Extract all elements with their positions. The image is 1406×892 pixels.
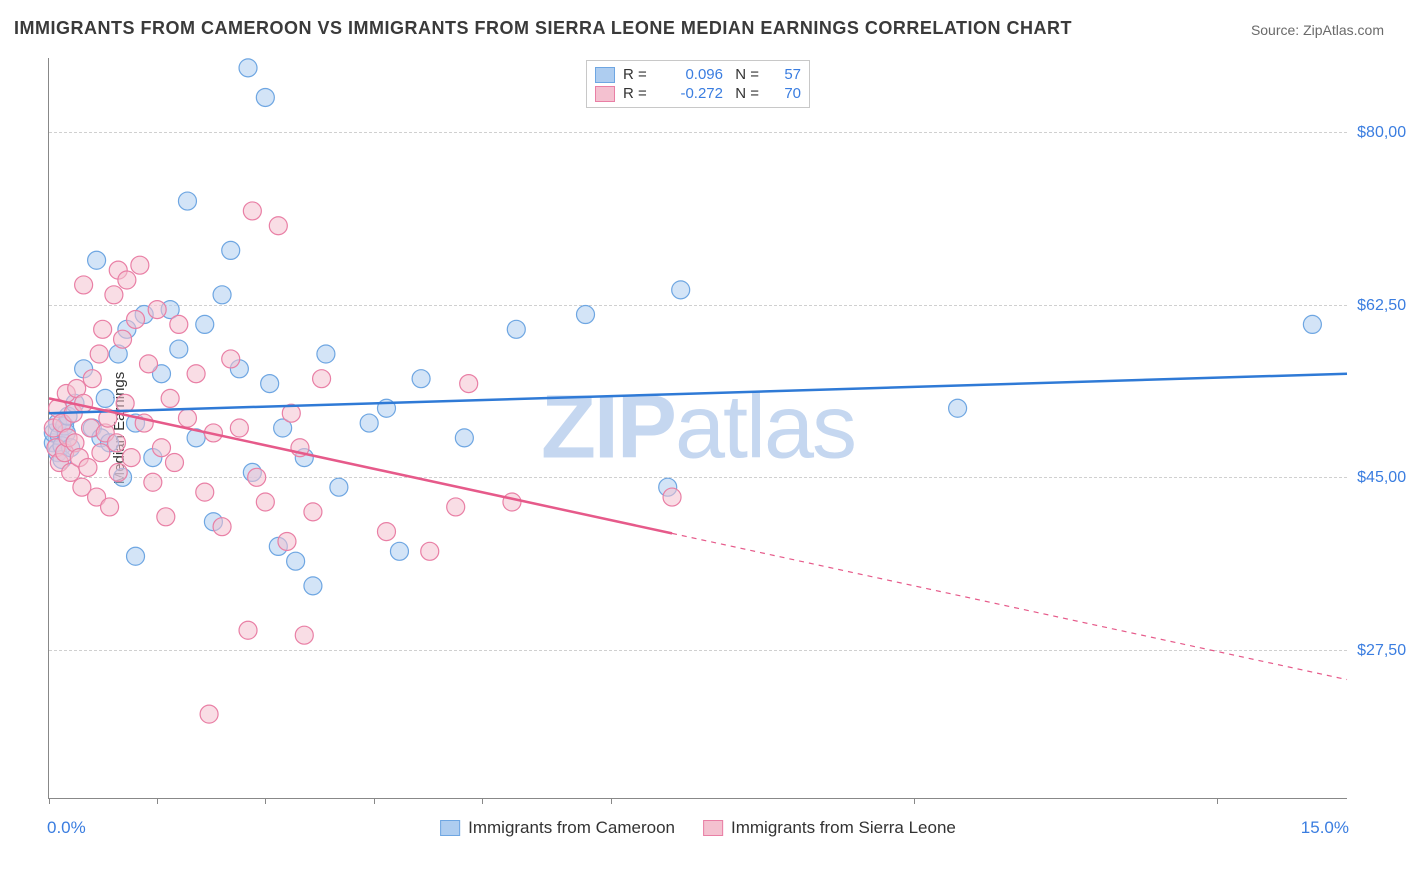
scatter-point — [105, 286, 123, 304]
legend-swatch-1 — [595, 86, 615, 102]
legend-n-value-0: 57 — [767, 66, 801, 83]
scatter-point — [243, 202, 261, 220]
scatter-point — [239, 621, 257, 639]
scatter-point — [187, 365, 205, 383]
scatter-point — [92, 444, 110, 462]
scatter-point — [256, 493, 274, 511]
scatter-point — [577, 306, 595, 324]
scatter-point — [131, 256, 149, 274]
scatter-point — [178, 409, 196, 427]
scatter-point — [360, 414, 378, 432]
trend-line — [49, 374, 1347, 413]
scatter-point — [196, 483, 214, 501]
scatter-point — [1303, 315, 1321, 333]
scatter-point — [170, 315, 188, 333]
scatter-point — [88, 251, 106, 269]
scatter-point — [75, 276, 93, 294]
scatter-point — [94, 320, 112, 338]
scatter-point — [330, 478, 348, 496]
scatter-point — [304, 577, 322, 595]
scatter-point — [663, 488, 681, 506]
scatter-point — [109, 463, 127, 481]
trend-line — [49, 398, 672, 533]
scatter-point — [165, 454, 183, 472]
scatter-point — [447, 498, 465, 516]
scatter-point — [230, 419, 248, 437]
scatter-point — [196, 315, 214, 333]
scatter-point — [101, 498, 119, 516]
chart-svg — [49, 58, 1347, 798]
series-swatch-1 — [703, 820, 723, 836]
x-axis-max-label: 15.0% — [1301, 818, 1349, 838]
scatter-point — [317, 345, 335, 363]
scatter-point — [313, 370, 331, 388]
series-legend: Immigrants from Cameroon Immigrants from… — [440, 818, 956, 838]
legend-r-value-1: -0.272 — [661, 85, 723, 102]
scatter-point — [170, 340, 188, 358]
legend-r-label: R = — [623, 85, 653, 102]
legend-r-label: R = — [623, 66, 653, 83]
scatter-point — [118, 271, 136, 289]
scatter-point — [672, 281, 690, 299]
correlation-legend: R = 0.096 N = 57 R = -0.272 N = 70 — [586, 60, 810, 108]
legend-row-1: R = -0.272 N = 70 — [595, 84, 801, 103]
source-label: Source: ZipAtlas.com — [1251, 22, 1384, 38]
scatter-point — [390, 542, 408, 560]
scatter-point — [949, 399, 967, 417]
scatter-point — [412, 370, 430, 388]
scatter-point — [213, 518, 231, 536]
scatter-point — [122, 449, 140, 467]
scatter-point — [222, 241, 240, 259]
series-name-1: Immigrants from Sierra Leone — [731, 818, 956, 838]
scatter-point — [503, 493, 521, 511]
scatter-point — [178, 192, 196, 210]
legend-swatch-0 — [595, 67, 615, 83]
scatter-point — [278, 532, 296, 550]
scatter-point — [377, 523, 395, 541]
legend-row-0: R = 0.096 N = 57 — [595, 65, 801, 84]
scatter-point — [127, 547, 145, 565]
chart-title: IMMIGRANTS FROM CAMEROON VS IMMIGRANTS F… — [14, 18, 1072, 39]
scatter-point — [107, 434, 125, 452]
scatter-point — [287, 552, 305, 570]
trend-line-extrapolated — [672, 533, 1347, 679]
scatter-point — [269, 217, 287, 235]
scatter-point — [96, 389, 114, 407]
scatter-point — [90, 345, 108, 363]
scatter-point — [140, 355, 158, 373]
scatter-point — [157, 508, 175, 526]
legend-n-label: N = — [731, 66, 759, 83]
series-name-0: Immigrants from Cameroon — [468, 818, 675, 838]
scatter-point — [83, 370, 101, 388]
scatter-point — [152, 439, 170, 457]
series-legend-item-1: Immigrants from Sierra Leone — [703, 818, 956, 838]
series-legend-item-0: Immigrants from Cameroon — [440, 818, 675, 838]
scatter-point — [507, 320, 525, 338]
scatter-point — [261, 375, 279, 393]
scatter-point — [421, 542, 439, 560]
scatter-point — [161, 389, 179, 407]
scatter-point — [304, 503, 322, 521]
scatter-point — [256, 88, 274, 106]
scatter-point — [455, 429, 473, 447]
scatter-point — [213, 286, 231, 304]
plot-area: Median Earnings $27,500$45,000$62,500$80… — [48, 58, 1347, 799]
scatter-point — [200, 705, 218, 723]
series-swatch-0 — [440, 820, 460, 836]
legend-r-value-0: 0.096 — [661, 66, 723, 83]
scatter-point — [295, 626, 313, 644]
scatter-point — [79, 458, 97, 476]
scatter-point — [239, 59, 257, 77]
x-axis-min-label: 0.0% — [47, 818, 86, 838]
legend-n-label: N = — [731, 85, 759, 102]
scatter-point — [248, 468, 266, 486]
scatter-point — [222, 350, 240, 368]
scatter-point — [127, 310, 145, 328]
scatter-point — [144, 473, 162, 491]
scatter-point — [114, 330, 132, 348]
scatter-point — [460, 375, 478, 393]
scatter-point — [148, 301, 166, 319]
legend-n-value-1: 70 — [767, 85, 801, 102]
